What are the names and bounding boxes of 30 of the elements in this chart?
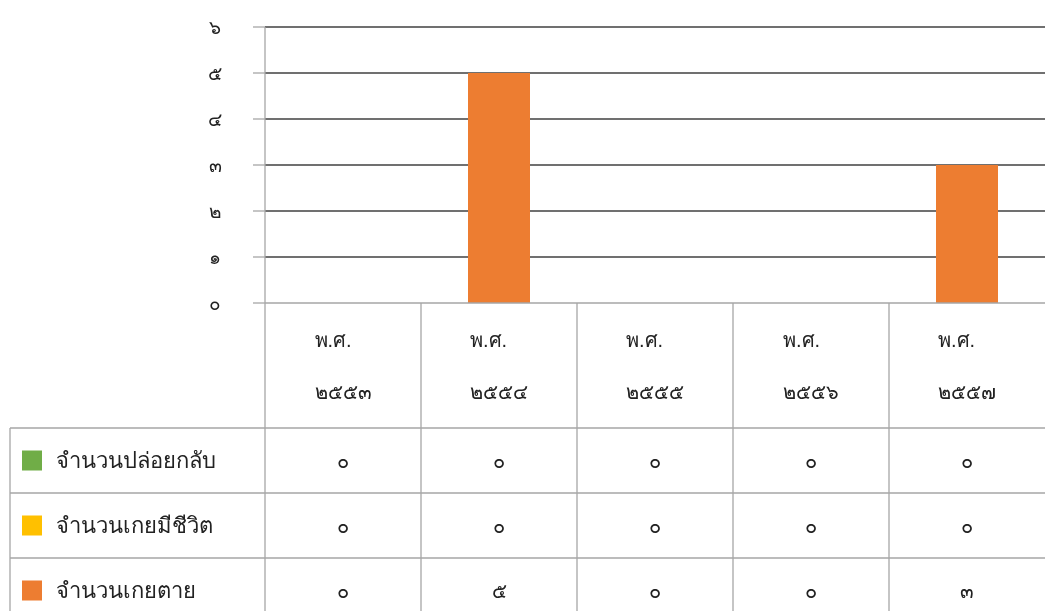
data-label: ๓	[960, 579, 974, 602]
data-label: ๐	[649, 579, 661, 602]
y-tick-label: ๐	[209, 292, 221, 314]
category-label: พ.ศ. ๒๕๕๕	[626, 328, 684, 403]
legend-label: จำนวนเกยมีชีวิต	[56, 513, 213, 538]
category-label: พ.ศ. ๒๕๕๔	[470, 328, 528, 403]
data-label: ๐	[337, 514, 349, 537]
data-label: ๕	[491, 579, 507, 602]
data-label: ๐	[493, 514, 505, 537]
data-label: ๐	[805, 579, 817, 602]
data-label: ๐	[649, 514, 661, 537]
y-tick-label: ๑	[209, 246, 221, 268]
data-label: ๐	[961, 449, 973, 472]
y-tick-label: ๒	[208, 200, 222, 222]
data-label: ๐	[493, 449, 505, 472]
category-label: พ.ศ. ๒๕๕๓	[314, 328, 372, 403]
data-label: ๐	[805, 514, 817, 537]
legend-label: จำนวนปล่อยกลับ	[56, 448, 216, 473]
data-label: ๐	[649, 449, 661, 472]
data-label: ๐	[337, 449, 349, 472]
category-label: พ.ศ. ๒๕๕๖	[783, 328, 839, 403]
y-tick-label: ๖	[209, 16, 221, 38]
y-tick-label: ๓	[208, 154, 222, 176]
data-label: ๐	[337, 579, 349, 602]
category-label: พ.ศ. ๒๕๕๗	[938, 328, 996, 403]
data-label: ๐	[805, 449, 817, 472]
data-label: ๐	[961, 514, 973, 537]
legend-label: จำนวนเกยตาย	[56, 578, 196, 603]
y-tick-label: ๕	[208, 62, 222, 84]
y-tick-label: ๔	[208, 108, 222, 130]
